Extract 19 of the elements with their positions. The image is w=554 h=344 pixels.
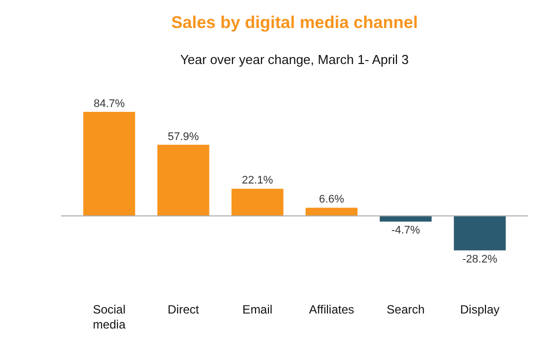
chart-subtitle: Year over year change, March 1- April 3: [180, 52, 409, 67]
x-tick-label: Email: [242, 302, 272, 316]
chart-title: Sales by digital media channel: [171, 12, 418, 32]
bar: [454, 216, 506, 250]
x-tick-label: Direct: [168, 302, 200, 316]
bar: [306, 208, 358, 216]
x-tick-label: Search: [386, 302, 425, 316]
bar: [157, 144, 210, 216]
data-label: -28.2%: [462, 253, 498, 266]
x-tick-label: Affiliates: [308, 302, 354, 316]
data-label: 57.9%: [168, 130, 200, 143]
x-tick-label: Display: [460, 302, 500, 316]
x-tick-label: Social media: [92, 302, 126, 332]
bar: [83, 112, 136, 216]
bar: [231, 188, 284, 216]
data-label: 6.6%: [319, 194, 344, 206]
data-label: 22.1%: [242, 174, 274, 187]
data-label: 84.7%: [94, 98, 125, 110]
data-label: -4.7%: [391, 224, 420, 237]
